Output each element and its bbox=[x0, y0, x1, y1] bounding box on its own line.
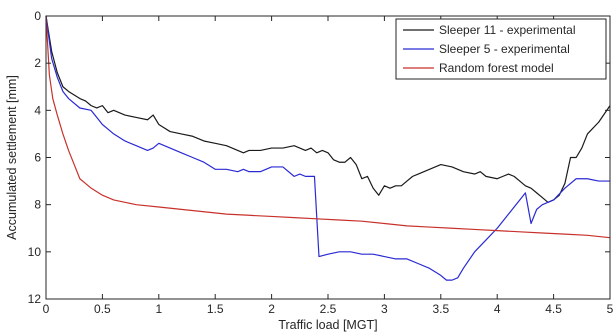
legend: Sleeper 11 - experimental Sleeper 5 - exp… bbox=[395, 18, 607, 80]
x-tick-label: 0 bbox=[43, 302, 50, 316]
x-tick-label: 1.5 bbox=[207, 302, 224, 316]
y-tick-label: 0 bbox=[34, 9, 41, 23]
x-axis-label: Traffic load [MGT] bbox=[278, 318, 377, 332]
x-tick-label: 2.5 bbox=[320, 302, 337, 316]
x-tick-label: 0.5 bbox=[94, 302, 111, 316]
legend-label-1: Sleeper 11 - experimental bbox=[439, 23, 576, 37]
x-tick-label: 3 bbox=[381, 302, 388, 316]
series-line-3 bbox=[45, 15, 611, 239]
y-axis-label: Accumulated settlement [mm] bbox=[5, 75, 19, 240]
y-tick-label: 4 bbox=[34, 103, 41, 117]
y-tick-label: 2 bbox=[34, 56, 41, 70]
y-tick-label: 8 bbox=[34, 198, 41, 212]
x-tick-label: 5 bbox=[607, 302, 614, 316]
series-line-1 bbox=[45, 15, 611, 203]
x-tick-label: 4 bbox=[494, 302, 501, 316]
series-layer bbox=[45, 15, 611, 281]
x-tick-label: 1 bbox=[155, 302, 162, 316]
y-tick-label: 12 bbox=[28, 292, 42, 306]
series-line-2 bbox=[45, 15, 610, 281]
y-tick-label: 10 bbox=[28, 245, 42, 259]
x-tick-label: 4.5 bbox=[545, 302, 562, 316]
x-tick-label: 3.5 bbox=[432, 302, 449, 316]
x-tick-label: 2 bbox=[268, 302, 275, 316]
ticks-layer: 0 0.5 1 1.5 2 2.5 3 3.5 4 4.5 5 0 2 4 6 8 10 12 bbox=[28, 9, 614, 316]
legend-label-2: Sleeper 5 - experimental bbox=[439, 42, 570, 56]
legend-label-3: Random forest model bbox=[439, 61, 554, 75]
y-tick-label: 6 bbox=[34, 151, 41, 165]
